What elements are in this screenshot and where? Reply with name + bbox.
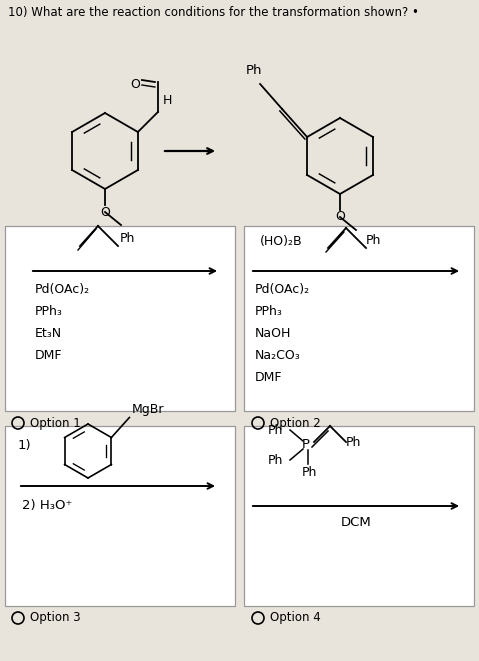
Text: 1): 1) [18,440,32,453]
Text: Et₃N: Et₃N [35,327,62,340]
Bar [5,426,235,606]
Text: Option 4: Option 4 [270,611,321,625]
Bar [244,226,474,411]
Text: 10) What are the reaction conditions for the transformation shown? •: 10) What are the reaction conditions for… [8,6,419,19]
Text: Ph: Ph [120,231,136,245]
Text: Ph: Ph [366,233,381,247]
Text: Ph: Ph [302,465,318,479]
Text: Ph: Ph [246,65,262,77]
Text: PPh₃: PPh₃ [255,305,283,318]
Text: MgBr: MgBr [131,403,164,416]
Text: DMF: DMF [255,371,283,384]
Text: P: P [302,438,310,451]
Text: NaOH: NaOH [255,327,291,340]
Text: Ph: Ph [268,424,284,438]
Text: Pd(OAc)₂: Pd(OAc)₂ [35,283,90,296]
Text: H: H [163,93,172,106]
Text: O: O [130,77,140,91]
Text: PPh₃: PPh₃ [35,305,63,318]
Text: Pd(OAc)₂: Pd(OAc)₂ [255,283,310,296]
Text: 2) H₃O⁺: 2) H₃O⁺ [22,499,72,512]
Bar [244,426,474,606]
Text: O: O [335,210,345,223]
Text: Na₂CO₃: Na₂CO₃ [255,349,301,362]
Text: Option 2: Option 2 [270,416,321,430]
Text: Ph: Ph [346,436,361,449]
Bar [5,226,235,411]
Text: Option 3: Option 3 [30,611,80,625]
Text: Option 1: Option 1 [30,416,81,430]
Text: (HO)₂B: (HO)₂B [260,235,303,247]
Text: DCM: DCM [341,516,371,529]
Text: Ph: Ph [268,455,284,467]
Text: O: O [100,206,110,219]
Text: DMF: DMF [35,349,62,362]
